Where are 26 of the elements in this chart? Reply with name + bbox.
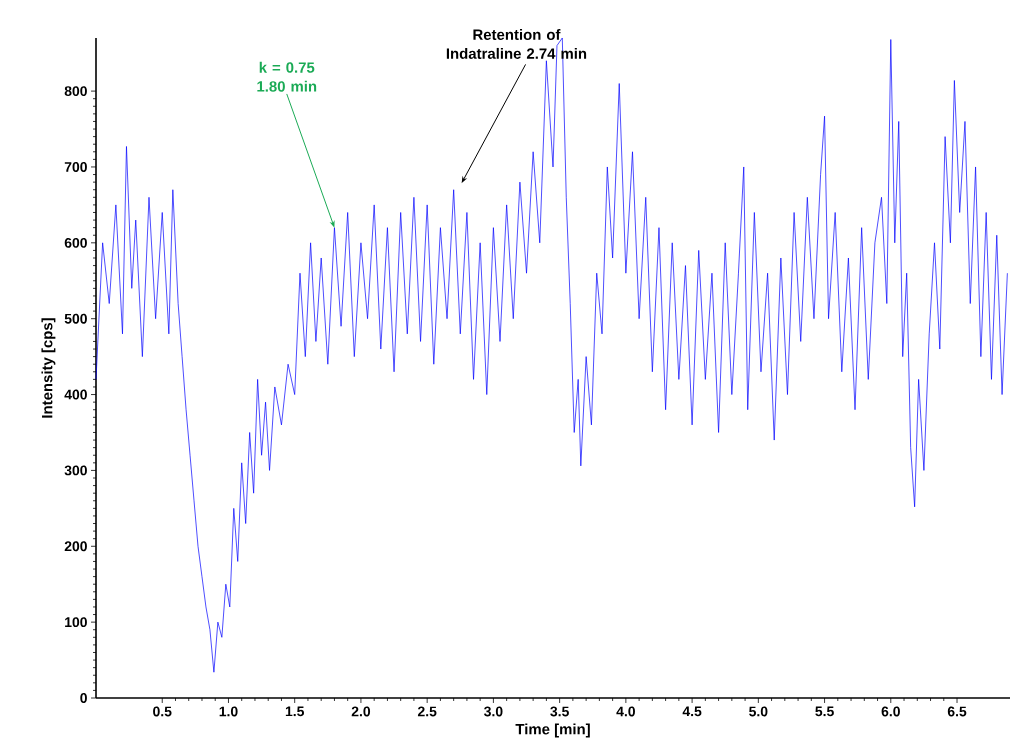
x-tick-label: 2.5 [417, 706, 437, 717]
annotation: k = 0.75 1.80 min [257, 61, 317, 92]
y-axis-title: Intensity [cps] [41, 318, 56, 418]
x-tick-label: 5.0 [749, 706, 768, 717]
y-tick-label: 400 [64, 389, 87, 400]
x-tick-label: 3.5 [550, 706, 569, 717]
x-tick-label: 5.5 [815, 706, 834, 717]
x-tick-label: 4.5 [682, 706, 702, 717]
x-tick-label: 6.5 [947, 706, 967, 717]
x-tick-label: 4.0 [616, 706, 635, 717]
annotation: Retention of Indatraline 2.74 min [446, 29, 587, 59]
y-tick-label: 700 [64, 162, 87, 172]
x-tick-label: 6.0 [881, 706, 900, 717]
x-tick-label: 1.0 [219, 706, 238, 717]
y-tick-label: 0 [80, 693, 87, 703]
y-tick-label: 500 [64, 313, 87, 324]
y-tick-label: 300 [64, 465, 87, 476]
x-tick-label: 3.0 [484, 706, 503, 717]
x-tick-label: 1.5 [285, 706, 305, 717]
y-tick-label: 800 [64, 86, 87, 97]
y-tick-label: 100 [65, 617, 87, 628]
y-tick-label: 200 [64, 541, 87, 552]
y-tick-label: 600 [64, 237, 87, 248]
x-axis-title: Time [min] [515, 723, 590, 738]
x-tick-label: 2.0 [351, 706, 371, 717]
x-tick-label: 0.5 [153, 706, 172, 717]
